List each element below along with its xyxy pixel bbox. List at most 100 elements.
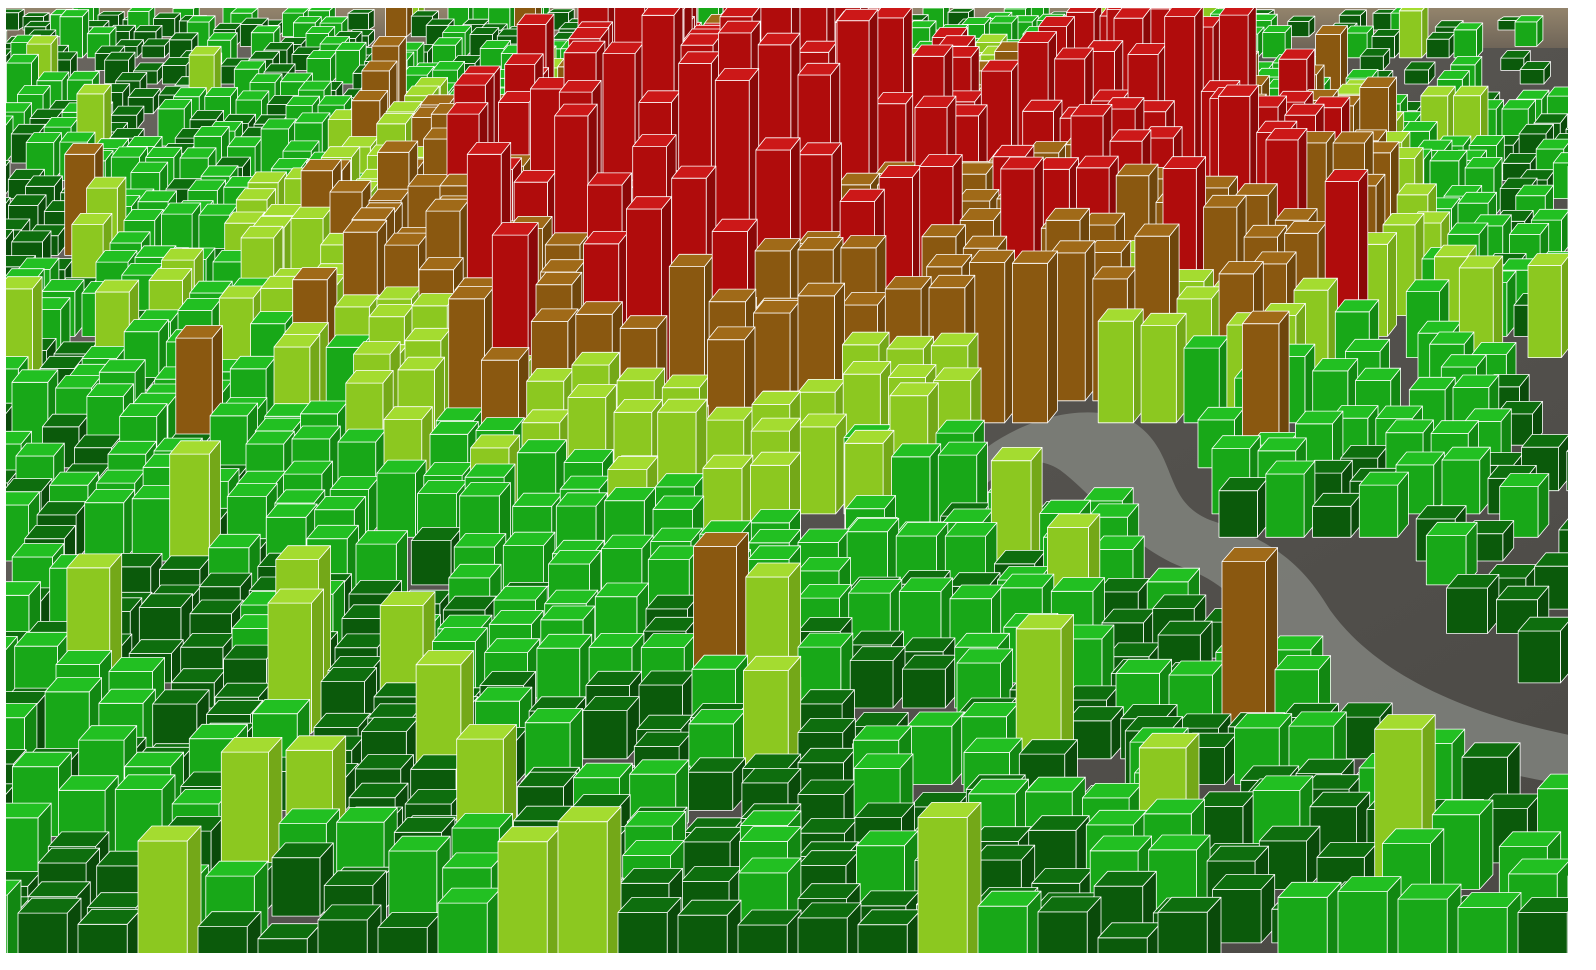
box-side — [6, 29, 8, 53]
box-top — [220, 737, 283, 753]
box-top — [619, 868, 683, 884]
box-top — [1534, 552, 1568, 567]
box-top — [745, 562, 801, 578]
box-top — [1054, 47, 1094, 60]
box-top — [98, 688, 156, 704]
box-front — [906, 725, 953, 785]
box-top — [575, 301, 623, 315]
box-top — [557, 806, 622, 823]
box-front — [1588, 171, 1596, 199]
box-top — [263, 42, 294, 51]
box-top — [186, 15, 216, 23]
box-top — [567, 384, 617, 398]
box-side — [1579, 134, 1587, 164]
box-top — [323, 870, 387, 886]
box-top — [336, 807, 398, 823]
box-top — [126, 135, 163, 147]
box-top — [317, 904, 382, 921]
box-top — [279, 72, 313, 83]
box-top — [1134, 223, 1180, 237]
box-top — [459, 482, 511, 497]
box-top — [320, 146, 361, 158]
box-top — [1234, 713, 1293, 729]
box-top — [1358, 471, 1409, 486]
box-top — [271, 842, 334, 859]
box-top — [1146, 567, 1200, 583]
box-top — [944, 522, 998, 537]
box-top — [1436, 70, 1470, 80]
box-top — [693, 532, 749, 547]
box-side — [1586, 278, 1595, 336]
box-top — [914, 95, 957, 108]
box-top — [6, 53, 39, 64]
box-front — [1584, 252, 1596, 275]
box-top — [275, 545, 332, 560]
box-top — [1573, 731, 1596, 745]
box-top — [448, 1, 474, 5]
box-top — [840, 235, 887, 249]
box-top — [281, 8, 310, 14]
box-top — [797, 883, 861, 899]
box-top — [1496, 585, 1550, 601]
box-side — [0, 680, 6, 734]
box-top — [1084, 40, 1124, 52]
box-top — [1312, 358, 1359, 372]
box-top — [1162, 156, 1206, 169]
box-top — [619, 315, 668, 329]
box-top — [797, 62, 841, 76]
box-top — [748, 529, 801, 544]
box-top — [849, 646, 906, 661]
box-top — [848, 579, 903, 594]
box-top — [64, 143, 104, 155]
box-front — [0, 356, 5, 379]
box-top — [797, 557, 851, 572]
box-front — [347, 12, 369, 31]
box-top — [757, 32, 801, 46]
box-front — [0, 241, 5, 276]
box-top — [1584, 241, 1596, 252]
box-front — [1426, 38, 1450, 59]
box-top — [223, 2, 249, 6]
box-top — [1535, 138, 1568, 150]
box-top — [1578, 11, 1596, 19]
box-top — [891, 443, 942, 458]
box-top — [1087, 503, 1140, 518]
box-top — [107, 440, 157, 455]
box-top — [738, 857, 802, 874]
box-top — [737, 909, 802, 926]
box-top — [148, 268, 193, 281]
box-top — [0, 490, 5, 503]
box-front — [1527, 264, 1562, 359]
box-front — [1221, 561, 1266, 734]
box-top — [168, 32, 199, 41]
box-top — [1446, 574, 1500, 589]
box-top — [1293, 277, 1338, 291]
box-top — [1404, 61, 1436, 71]
box-top — [1453, 22, 1484, 31]
box-top — [480, 347, 530, 361]
box-front — [1372, 12, 1394, 31]
box-top — [933, 367, 982, 382]
box-top — [1115, 658, 1172, 674]
box-top — [938, 35, 976, 47]
box-top — [1434, 244, 1477, 258]
box-top — [1452, 374, 1500, 388]
box-top — [466, 141, 512, 155]
box-top — [523, 0, 549, 3]
bottom-margin — [6, 953, 1596, 970]
box-front — [1566, 451, 1568, 492]
box-top — [320, 667, 378, 682]
box-front — [1514, 21, 1538, 47]
box-top — [388, 835, 451, 852]
box-top — [6, 276, 43, 290]
box-top — [1157, 620, 1213, 636]
box-front — [1358, 484, 1399, 538]
box-top — [456, 724, 517, 740]
box-top — [97, 10, 125, 16]
box-top — [25, 175, 63, 187]
box-top — [930, 332, 979, 347]
box-top — [473, 0, 499, 3]
box-top — [1508, 858, 1568, 875]
box-top — [1578, 222, 1596, 234]
box-top — [11, 751, 72, 768]
